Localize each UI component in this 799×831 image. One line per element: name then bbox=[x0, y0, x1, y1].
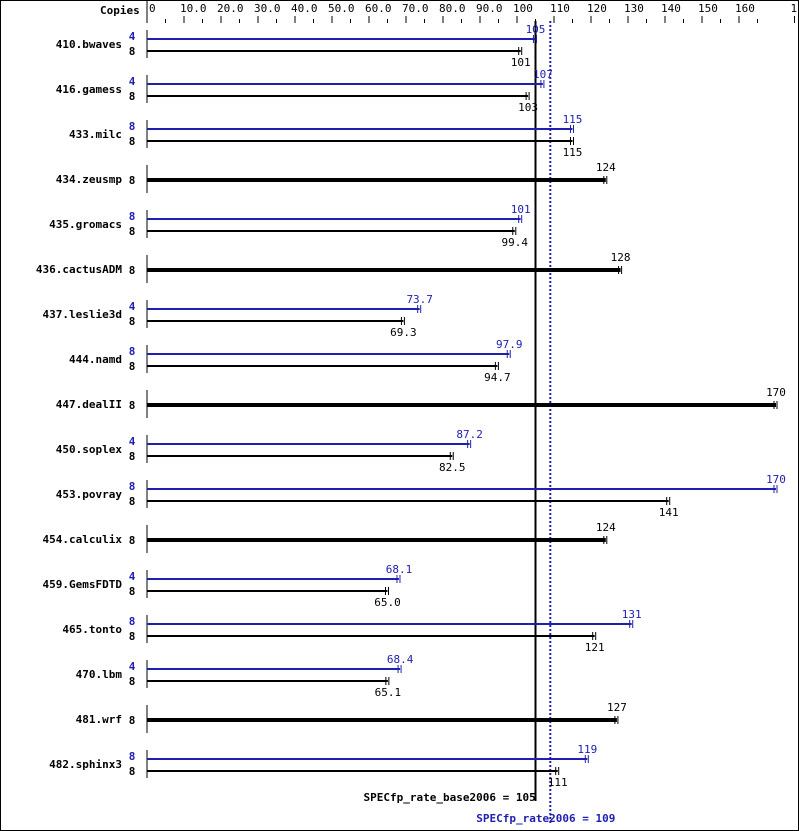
peak-copies: 4 bbox=[129, 75, 136, 88]
copies-header: Copies bbox=[100, 4, 140, 17]
base-value-label: 141 bbox=[659, 506, 679, 519]
peak-value-label: 87.2 bbox=[456, 428, 483, 441]
benchmark-name: 433.milc bbox=[69, 128, 122, 141]
benchmark-name: 454.calculix bbox=[43, 533, 123, 546]
base-value-label: 128 bbox=[611, 251, 631, 264]
peak-copies: 8 bbox=[129, 750, 136, 763]
benchmark-name: 450.soplex bbox=[56, 443, 123, 456]
x-tick-label: 20.0 bbox=[217, 2, 244, 15]
base-copies: 8 bbox=[129, 45, 136, 58]
benchmark-name: 453.povray bbox=[56, 488, 123, 501]
base-copies: 8 bbox=[129, 675, 136, 688]
base-value-label: 170 bbox=[766, 386, 786, 399]
peak-copies: 8 bbox=[129, 120, 136, 133]
x-tick-label: 30.0 bbox=[254, 2, 281, 15]
x-tick-label: 50.0 bbox=[328, 2, 355, 15]
peak-reference-label: SPECfp_rate2006 = 109 bbox=[476, 812, 615, 825]
base-copies: 8 bbox=[129, 765, 136, 778]
peak-value-label: 68.4 bbox=[387, 653, 414, 666]
base-value-label: 124 bbox=[596, 161, 616, 174]
x-tick-label: 60.0 bbox=[365, 2, 392, 15]
benchmark-name: 437.leslie3d bbox=[43, 308, 122, 321]
base-value-label: 94.7 bbox=[484, 371, 511, 384]
benchmark-name: 465.tonto bbox=[62, 623, 122, 636]
base-copies: 8 bbox=[129, 174, 136, 187]
base-value-label: 82.5 bbox=[439, 461, 466, 474]
base-value-label: 65.1 bbox=[375, 686, 402, 699]
peak-copies: 4 bbox=[129, 660, 136, 673]
base-copies: 8 bbox=[129, 714, 136, 727]
x-tick-label: 40.0 bbox=[291, 2, 318, 15]
base-value-label: 111 bbox=[548, 776, 568, 789]
peak-copies: 8 bbox=[129, 615, 136, 628]
benchmark-name: 470.lbm bbox=[76, 668, 123, 681]
x-tick-label: 10.0 bbox=[180, 2, 207, 15]
base-copies: 8 bbox=[129, 534, 136, 547]
benchmark-name: 444.namd bbox=[69, 353, 122, 366]
x-tick-label: 100 bbox=[513, 2, 533, 15]
base-value-label: 121 bbox=[585, 641, 605, 654]
x-tick-label: 80.0 bbox=[439, 2, 466, 15]
peak-value-label: 170 bbox=[766, 473, 786, 486]
base-copies: 8 bbox=[129, 225, 136, 238]
peak-copies: 8 bbox=[129, 345, 136, 358]
base-value-label: 69.3 bbox=[390, 326, 417, 339]
x-tick-label: 110 bbox=[550, 2, 570, 15]
peak-copies: 4 bbox=[129, 435, 136, 448]
benchmark-name: 416.gamess bbox=[56, 83, 122, 96]
peak-value-label: 105 bbox=[526, 23, 546, 36]
peak-copies: 8 bbox=[129, 480, 136, 493]
peak-value-label: 115 bbox=[563, 113, 583, 126]
benchmark-name: 481.wrf bbox=[76, 713, 122, 726]
peak-copies: 4 bbox=[129, 300, 136, 313]
base-value-label: 101 bbox=[511, 56, 531, 69]
base-copies: 8 bbox=[129, 585, 136, 598]
base-copies: 8 bbox=[129, 90, 136, 103]
base-value-label: 124 bbox=[596, 521, 616, 534]
base-copies: 8 bbox=[129, 360, 136, 373]
peak-copies: 8 bbox=[129, 210, 136, 223]
benchmark-name: 410.bwaves bbox=[56, 38, 122, 51]
base-value-label: 99.4 bbox=[502, 236, 529, 249]
base-copies: 8 bbox=[129, 399, 136, 412]
benchmark-name: 435.gromacs bbox=[49, 218, 122, 231]
x-tick-label: 160 bbox=[735, 2, 755, 15]
peak-value-label: 101 bbox=[511, 203, 531, 216]
base-copies: 8 bbox=[129, 315, 136, 328]
base-copies: 8 bbox=[129, 630, 136, 643]
peak-copies: 4 bbox=[129, 30, 136, 43]
peak-copies: 4 bbox=[129, 570, 136, 583]
x-tick-label: 130 bbox=[624, 2, 644, 15]
x-tick-label: 140 bbox=[661, 2, 681, 15]
base-copies: 8 bbox=[129, 135, 136, 148]
benchmark-name: 434.zeusmp bbox=[56, 173, 123, 186]
x-tick-label: 90.0 bbox=[476, 2, 503, 15]
x-tick-label: 0 bbox=[149, 2, 156, 15]
base-copies: 8 bbox=[129, 264, 136, 277]
x-tick-label: 175 bbox=[791, 2, 799, 15]
base-value-label: 103 bbox=[518, 101, 538, 114]
peak-value-label: 131 bbox=[622, 608, 642, 621]
benchmark-name: 482.sphinx3 bbox=[49, 758, 122, 771]
benchmark-name: 459.GemsFDTD bbox=[43, 578, 123, 591]
peak-value-label: 68.1 bbox=[386, 563, 413, 576]
x-tick-label: 70.0 bbox=[402, 2, 429, 15]
base-copies: 8 bbox=[129, 495, 136, 508]
peak-value-label: 107 bbox=[533, 68, 553, 81]
peak-value-label: 73.7 bbox=[406, 293, 433, 306]
peak-value-label: 97.9 bbox=[496, 338, 523, 351]
benchmark-name: 447.dealII bbox=[56, 398, 122, 411]
x-tick-label: 120 bbox=[587, 2, 607, 15]
base-copies: 8 bbox=[129, 450, 136, 463]
base-value-label: 115 bbox=[563, 146, 583, 159]
base-value-label: 127 bbox=[607, 701, 627, 714]
peak-value-label: 119 bbox=[577, 743, 597, 756]
x-tick-label: 150 bbox=[698, 2, 718, 15]
base-reference-label: SPECfp_rate_base2006 = 105 bbox=[364, 791, 536, 804]
benchmark-name: 436.cactusADM bbox=[36, 263, 122, 276]
base-value-label: 65.0 bbox=[374, 596, 401, 609]
